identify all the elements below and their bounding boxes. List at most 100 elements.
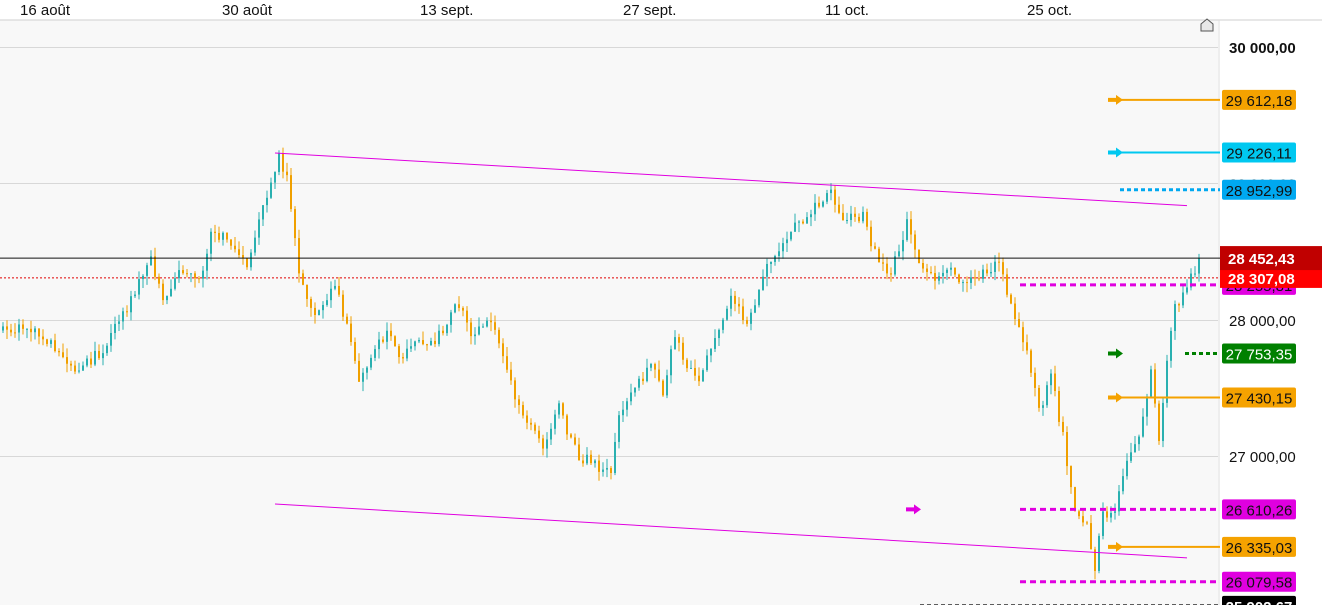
candle-body: [698, 375, 700, 382]
candle: [390, 323, 392, 341]
candle: [1150, 365, 1152, 397]
candle: [78, 362, 80, 374]
level-badge: [1222, 387, 1296, 408]
candle-body: [822, 201, 824, 207]
candle: [866, 208, 868, 231]
level-2590267[interactable]: 25 902,67: [920, 595, 1296, 605]
candle: [490, 312, 492, 332]
plot-area[interactable]: [0, 20, 1218, 605]
candle: [662, 379, 664, 397]
candle-body: [226, 232, 228, 240]
candle-body: [150, 256, 152, 266]
candle: [566, 413, 568, 441]
candle-body: [410, 346, 412, 349]
candle: [622, 400, 624, 423]
level-2743015[interactable]: 27 430,15: [1108, 387, 1296, 408]
date-axis-band: [0, 0, 1322, 20]
candle: [646, 358, 648, 383]
candle: [506, 346, 508, 373]
candle: [742, 298, 744, 325]
candle-body: [1178, 304, 1180, 306]
candle-body: [542, 438, 544, 449]
candle-body: [202, 270, 204, 279]
candle-body: [1014, 303, 1016, 320]
level-2661026[interactable]: 26 610,26: [906, 499, 1296, 520]
candle-body: [682, 342, 684, 360]
candle: [654, 362, 656, 379]
candle: [238, 241, 240, 259]
candle: [590, 450, 592, 466]
candle: [718, 328, 720, 346]
candle-body: [778, 251, 780, 256]
candle: [178, 260, 180, 283]
candle: [110, 324, 112, 352]
candle-body: [810, 214, 812, 218]
candle: [90, 351, 92, 368]
candle-body: [514, 380, 516, 400]
candle-body: [218, 233, 220, 240]
candle-body: [182, 270, 184, 274]
level-2895299[interactable]: 28 952,99: [1120, 179, 1296, 200]
price-tick-label: 28 000,00: [1229, 313, 1296, 330]
candle-body: [194, 273, 196, 279]
candle: [102, 344, 104, 366]
candle-body: [1146, 396, 1148, 417]
candle-body: [338, 285, 340, 295]
candle-body: [462, 307, 464, 311]
candle: [1106, 506, 1108, 522]
candle-body: [1174, 304, 1176, 331]
candle: [474, 327, 476, 345]
candles: [2, 147, 1200, 580]
candle-body: [362, 372, 364, 382]
home-icon[interactable]: [1200, 18, 1214, 32]
candle: [522, 401, 524, 419]
candle-body: [414, 341, 416, 347]
channel-lines: [274, 152, 1188, 559]
candle-body: [706, 355, 708, 371]
level-2607958[interactable]: 26 079,58: [1020, 571, 1296, 592]
candle-body: [406, 348, 408, 359]
candle-body: [266, 197, 268, 206]
candle: [398, 343, 400, 364]
level-2775335[interactable]: 27 753,35: [1108, 343, 1296, 364]
candle-body: [386, 330, 388, 342]
candle: [2, 322, 4, 333]
candle-body: [506, 356, 508, 370]
level-2922611[interactable]: 29 226,11: [1108, 142, 1296, 163]
candle-body: [270, 182, 272, 198]
candle-body: [274, 172, 276, 183]
candle: [14, 323, 16, 338]
candle-body: [158, 276, 160, 284]
candle: [250, 249, 252, 271]
scroll-to-latest-icon[interactable]: [1200, 18, 1214, 32]
candle-body: [10, 329, 12, 333]
candle-body: [858, 216, 860, 222]
date-label: 11 oct.: [825, 2, 869, 19]
candle-body: [802, 221, 804, 224]
candle: [958, 273, 960, 285]
candle-body: [490, 320, 492, 323]
candle-body: [922, 263, 924, 269]
level-2633503[interactable]: 26 335,03: [1108, 536, 1296, 557]
level-badge-label: 28 952,99: [1226, 183, 1293, 200]
level-arrow-icon: [1108, 348, 1123, 359]
candle-body: [610, 468, 612, 473]
candle: [774, 254, 776, 266]
candle-body: [482, 326, 484, 328]
candle-body: [1114, 511, 1116, 513]
candle-body: [770, 261, 772, 264]
candle: [182, 265, 184, 275]
candle: [818, 196, 820, 209]
candle-body: [1026, 342, 1028, 351]
candle: [462, 306, 464, 317]
level-2961218[interactable]: 29 612,18: [1108, 89, 1296, 110]
candle-body: [62, 352, 64, 358]
candle-body: [978, 278, 980, 280]
candle-body: [966, 282, 968, 284]
candle-body: [354, 342, 356, 361]
candle: [214, 224, 216, 243]
candle: [722, 317, 724, 334]
candle-body: [854, 213, 856, 217]
candle: [950, 262, 952, 276]
